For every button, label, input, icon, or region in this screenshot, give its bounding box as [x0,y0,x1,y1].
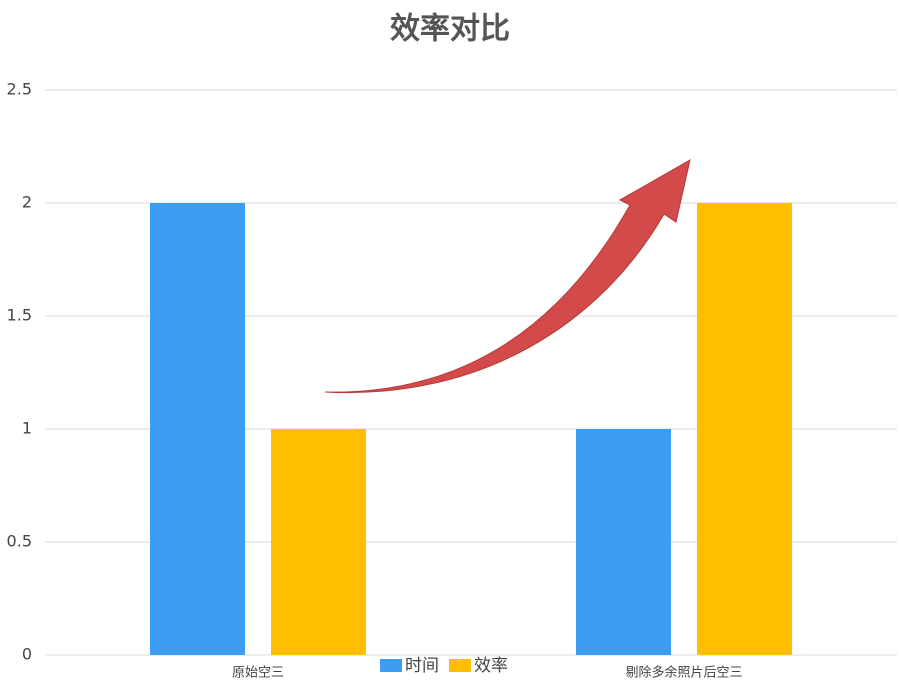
bar [697,203,792,655]
y-tick-label: 2.5 [7,80,32,99]
x-tick-label: 原始空三 [232,666,284,681]
y-tick-label: 2 [22,193,32,212]
bar [576,429,671,655]
y-tick-label: 1.5 [7,306,32,325]
x-tick-label: 剔除多余照片后空三 [625,665,742,681]
plot-area: 0 0.5 1 1.5 2 2.5 原始空三 剔除多余照片后空三 时间 效率 [7,80,897,681]
trend-arrow [324,159,691,394]
legend-label: 效率 [474,656,508,676]
bar [271,429,366,655]
chart-title: 效率对比 [390,12,510,47]
y-tick-label: 1 [22,419,32,438]
y-tick-label: 0 [22,645,32,664]
legend-swatch [449,659,471,672]
legend-label: 时间 [405,656,439,676]
y-tick-label: 0.5 [7,532,32,551]
bar [150,203,245,655]
legend-swatch [380,659,402,672]
